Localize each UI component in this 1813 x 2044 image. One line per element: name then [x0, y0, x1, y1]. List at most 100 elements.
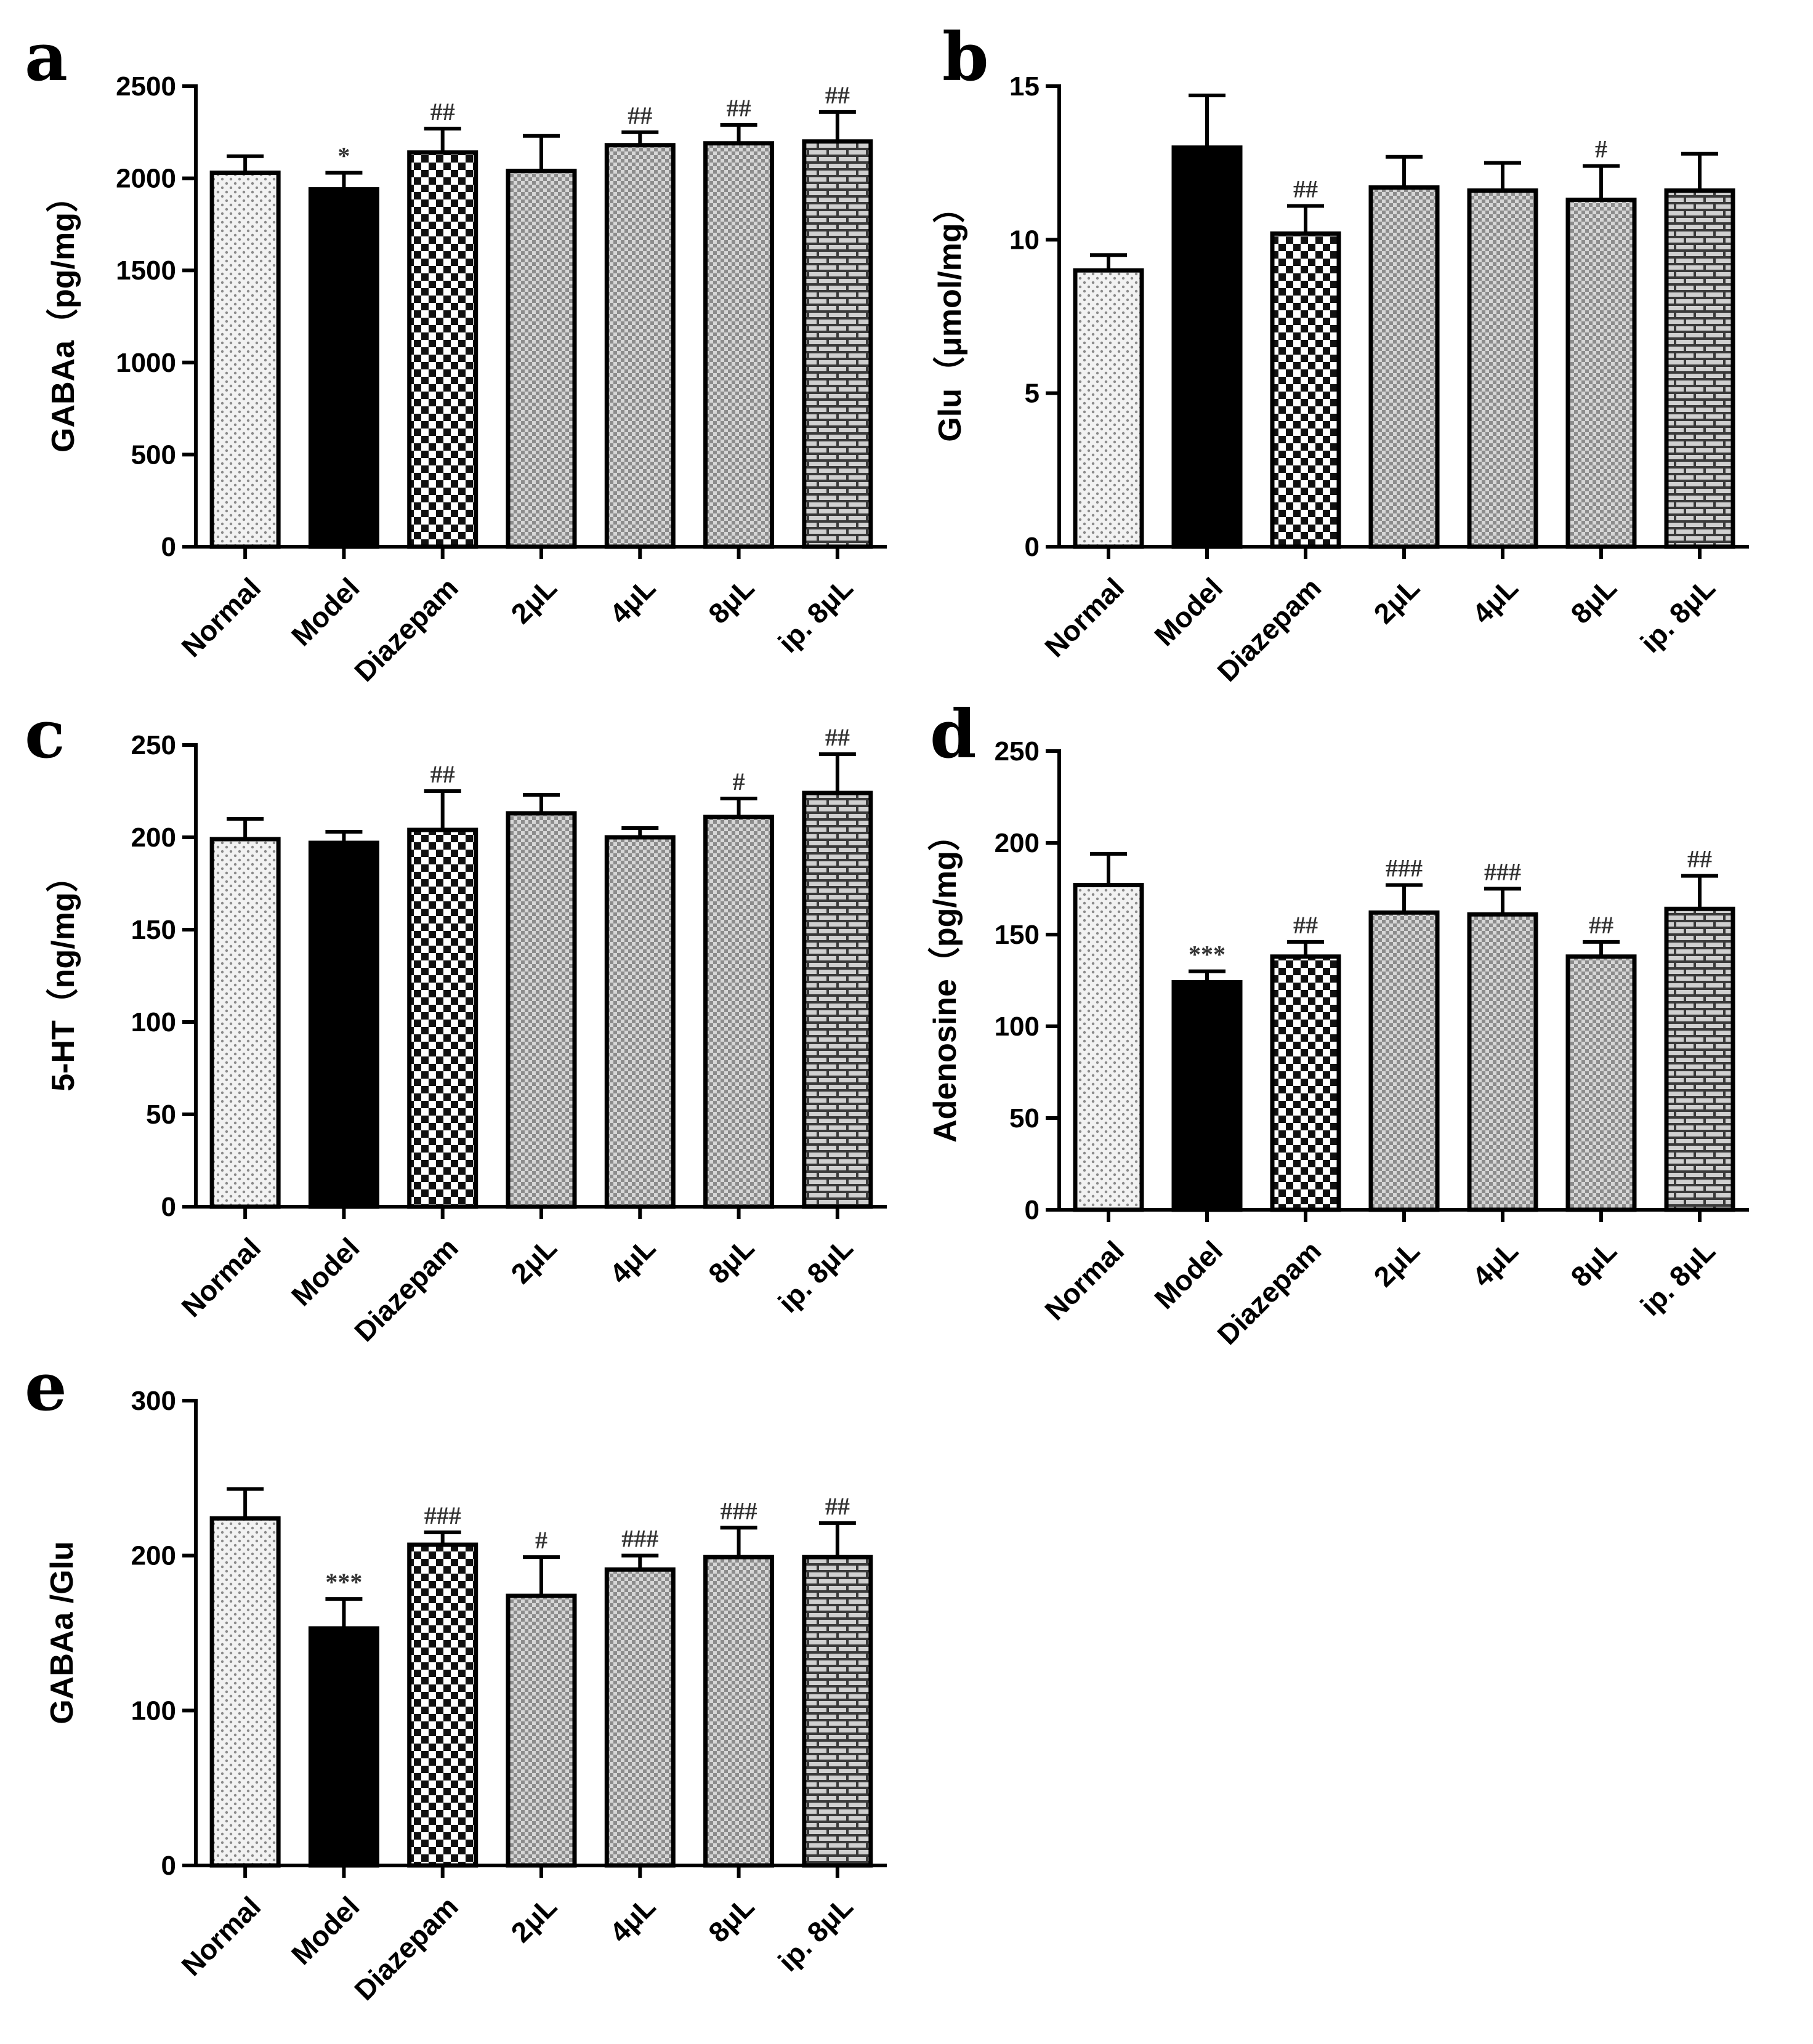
significance-label: # [733, 768, 745, 795]
significance-label: ## [430, 98, 455, 126]
significance-label: ## [1687, 845, 1712, 873]
bar-a-3 [506, 169, 577, 549]
bar-c-4 [604, 835, 676, 1209]
bar-c-6 [802, 791, 873, 1209]
bar-e-0 [209, 1516, 281, 1868]
significance-label: ## [825, 81, 850, 109]
x-category-label: 8μL [1564, 1234, 1623, 1293]
y-tick-label: 100 [131, 1696, 176, 1726]
x-category-label: Diazepam [348, 1231, 464, 1348]
y-tick-label: 2500 [116, 71, 176, 102]
significance-label: ### [721, 1497, 757, 1524]
bar-c-2 [407, 827, 478, 1209]
significance-label: ### [424, 1502, 461, 1529]
x-category-label: ip. 8μL [772, 1231, 859, 1319]
panel-letter: b [942, 18, 989, 96]
bar-a-1 [308, 187, 379, 549]
y-tick-label: 0 [161, 1192, 176, 1222]
bar-e-6 [802, 1555, 873, 1868]
panel-letter: e [25, 1348, 67, 1426]
x-category-label: Diazepam [348, 571, 464, 688]
y-tick-label: 1500 [116, 256, 176, 286]
bar-c-5 [703, 815, 775, 1209]
significance-label: ## [430, 760, 455, 788]
y-tick-label: 200 [131, 1541, 176, 1571]
y-tick-label: 0 [1025, 532, 1040, 562]
significance-label: ## [825, 723, 850, 751]
y-tick-label: 150 [131, 915, 176, 945]
x-category-label: 4μL [604, 1231, 662, 1290]
y-tick-label: 250 [995, 736, 1040, 766]
x-category-label: ip. 8μL [1634, 1234, 1721, 1322]
significance-label: ### [621, 1525, 658, 1553]
significance-label: ## [1589, 911, 1613, 939]
bar-a-0 [209, 171, 281, 549]
significance-label: ## [1293, 911, 1318, 939]
bar-a-4 [604, 143, 676, 549]
x-category-label: 2μL [504, 1231, 563, 1290]
y-tick-label: 0 [161, 1851, 176, 1881]
y-tick-label: 150 [995, 920, 1040, 950]
significance-label: ## [727, 94, 751, 122]
x-category-label: Diazepam [1211, 571, 1327, 688]
bar-d-1 [1171, 980, 1243, 1212]
x-category-label: Normal [1038, 1234, 1130, 1326]
bar-d-2 [1270, 954, 1341, 1212]
y-tick-label: 250 [131, 730, 176, 760]
bar-b-3 [1368, 185, 1440, 549]
x-category-label: 8μL [702, 1231, 761, 1290]
y-tick-label: 100 [995, 1012, 1040, 1042]
x-category-label: Normal [175, 571, 267, 663]
x-category-label: Model [285, 571, 366, 652]
x-category-label: 4μL [1466, 1234, 1524, 1293]
chart-panel-b: b Glu（μmol/mg） 0 5 10 15 Normal Model ## Diazepam… [932, 18, 1749, 688]
y-axis-title: GABAa /Glu [44, 1541, 80, 1724]
x-category-label: 4μL [1466, 571, 1524, 630]
x-category-label: 4μL [604, 571, 662, 630]
panel-letter: a [25, 18, 68, 96]
bar-a-2 [407, 150, 478, 549]
bar-d-0 [1073, 883, 1144, 1212]
x-category-label: Model [285, 1890, 366, 1971]
bar-d-3 [1368, 910, 1440, 1212]
chart-panel-d: d Adenosine（pg/mg） 0 50 100 150 200 250 Normal **… [927, 696, 1749, 1351]
y-tick-label: 15 [1009, 71, 1040, 102]
significance-label: * [337, 142, 350, 170]
x-category-label: Model [1148, 1234, 1229, 1315]
significance-label: ## [628, 102, 652, 129]
bar-b-1 [1171, 145, 1243, 549]
y-tick-label: 100 [131, 1007, 176, 1037]
y-axis-title: GABAa（pg/mg） [46, 180, 81, 453]
significance-label: ### [1386, 855, 1423, 882]
y-tick-label: 200 [995, 828, 1040, 858]
y-axis-title: Glu（μmol/mg） [932, 191, 968, 441]
bar-d-6 [1664, 906, 1735, 1212]
y-tick-label: 500 [131, 440, 176, 470]
bar-d-5 [1565, 954, 1637, 1212]
x-category-label: Diazepam [1211, 1234, 1327, 1351]
bar-b-2 [1270, 231, 1341, 549]
chart-panel-a: a GABAa（pg/mg） 0 500 1000 1500 2000 2500 Normal *… [25, 18, 887, 688]
x-category-label: 2μL [1367, 571, 1426, 630]
y-tick-label: 5 [1025, 379, 1040, 409]
x-category-label: 8μL [1564, 571, 1623, 630]
significance-label: ## [1293, 175, 1318, 203]
x-category-label: 8μL [702, 1890, 761, 1949]
y-tick-label: 300 [131, 1386, 176, 1416]
significance-label: *** [325, 1568, 362, 1596]
bar-c-0 [209, 837, 281, 1209]
y-tick-label: 0 [1025, 1195, 1040, 1225]
y-tick-label: 1000 [116, 348, 176, 378]
bar-e-5 [703, 1555, 775, 1868]
bar-b-0 [1073, 268, 1144, 549]
x-category-label: ip. 8μL [772, 571, 859, 659]
bar-b-5 [1565, 198, 1637, 549]
x-category-label: 2μL [504, 1890, 563, 1949]
y-tick-label: 50 [146, 1100, 176, 1130]
significance-label: # [1595, 135, 1607, 163]
charts-layer: aGABAa（pg/mg）05001000150020002500Normal*… [25, 18, 1749, 2006]
x-category-label: ip. 8μL [772, 1890, 859, 1978]
y-axis-title: Adenosine（pg/mg） [927, 819, 963, 1143]
